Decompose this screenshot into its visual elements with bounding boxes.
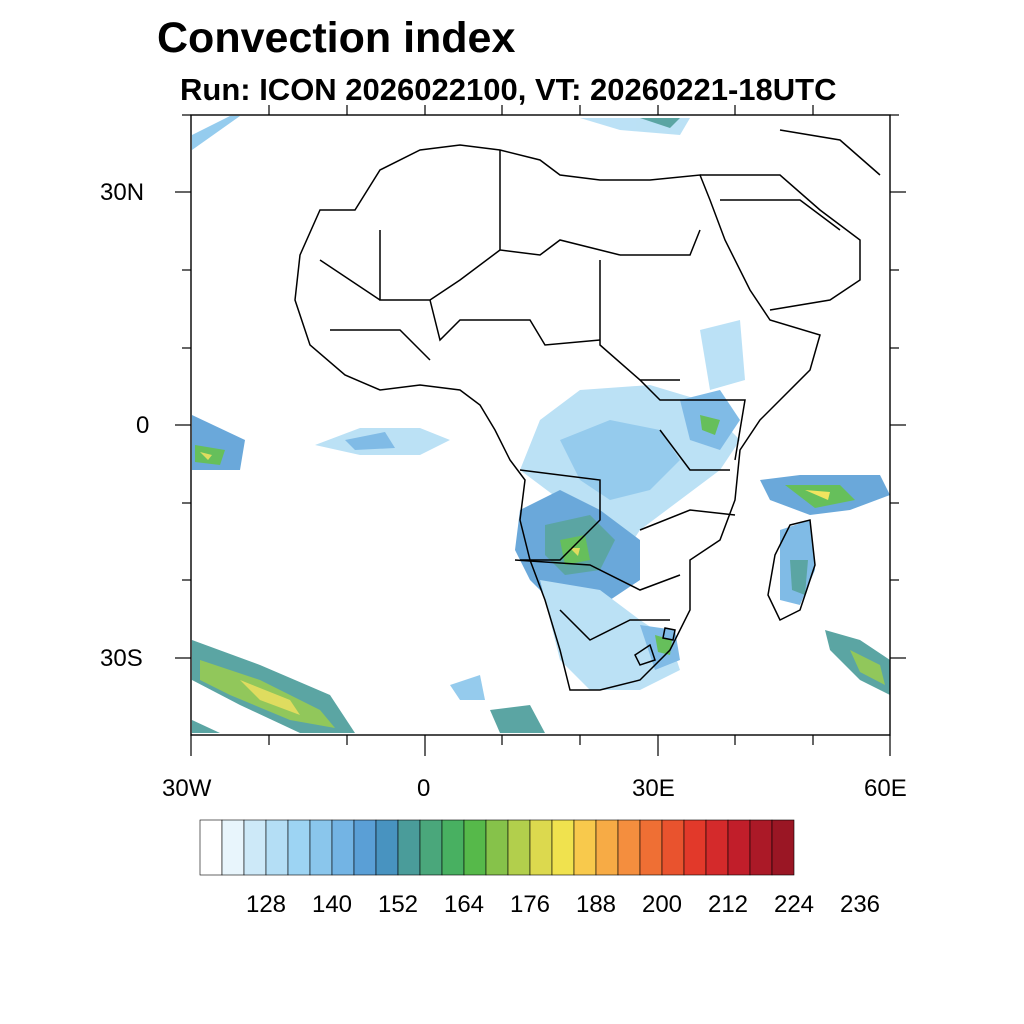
colorbar-tick-label: 236 xyxy=(840,891,880,918)
colorbar-swatch xyxy=(507,819,531,876)
colorbar-swatch xyxy=(441,819,465,876)
axis-ticks xyxy=(175,105,906,756)
lon-label-30w: 30W xyxy=(162,775,212,802)
lat-label-30n: 30N xyxy=(100,179,145,206)
colorbar-tick-label: 164 xyxy=(444,891,484,918)
colorbar-swatch xyxy=(551,819,575,876)
lat-label-30s: 30S xyxy=(100,645,143,672)
colorbar-tick-label: 200 xyxy=(642,891,682,918)
colorbar-tick-label: 140 xyxy=(312,891,352,918)
lon-label-30e: 30E xyxy=(632,775,675,802)
lat-label-0: 0 xyxy=(136,412,150,439)
colorbar-swatch xyxy=(221,819,245,876)
colorbar-swatch xyxy=(595,819,619,876)
colorbar-swatch xyxy=(353,819,377,876)
lon-label-60e: 60E xyxy=(864,775,907,802)
colorbar-swatch xyxy=(485,819,509,876)
colorbar-tick-label: 152 xyxy=(378,891,418,918)
colorbar-swatch xyxy=(705,819,729,876)
colorbar-swatch xyxy=(287,819,311,876)
colorbar-swatch xyxy=(419,819,443,876)
colorbar-swatch xyxy=(375,819,399,876)
colorbar-swatch xyxy=(529,819,553,876)
colorbar-swatch xyxy=(727,819,751,876)
colorbar-tick-label: 176 xyxy=(510,891,550,918)
colorbar-swatch xyxy=(639,819,663,876)
colorbar-swatch xyxy=(331,819,355,876)
map-subtitle: Run: ICON 2026022100, VT: 20260221-18UTC xyxy=(180,72,837,107)
colorbar-swatch xyxy=(573,819,597,876)
colorbar-swatch xyxy=(463,819,487,876)
colorbar-swatch xyxy=(199,819,223,876)
colorbar-tick-label: 212 xyxy=(708,891,748,918)
colorbar-swatch xyxy=(243,819,267,876)
colorbar-swatch xyxy=(265,819,289,876)
colorbar-swatch xyxy=(683,819,707,876)
lon-label-0: 0 xyxy=(417,775,431,802)
map-title: Convection index xyxy=(157,14,516,62)
colorbar-swatch xyxy=(309,819,333,876)
colorbar-swatch xyxy=(397,819,421,876)
colorbar-swatch xyxy=(749,819,773,876)
colorbar-tick-label: 188 xyxy=(576,891,616,918)
colorbar-swatch xyxy=(771,819,795,876)
convection-field xyxy=(192,116,890,733)
colorbar-swatch xyxy=(617,819,641,876)
colorbar-tick-label: 224 xyxy=(774,891,814,918)
colorbar-tick-label: 128 xyxy=(246,891,286,918)
colorbar-swatch xyxy=(661,819,685,876)
coastlines xyxy=(294,129,881,691)
